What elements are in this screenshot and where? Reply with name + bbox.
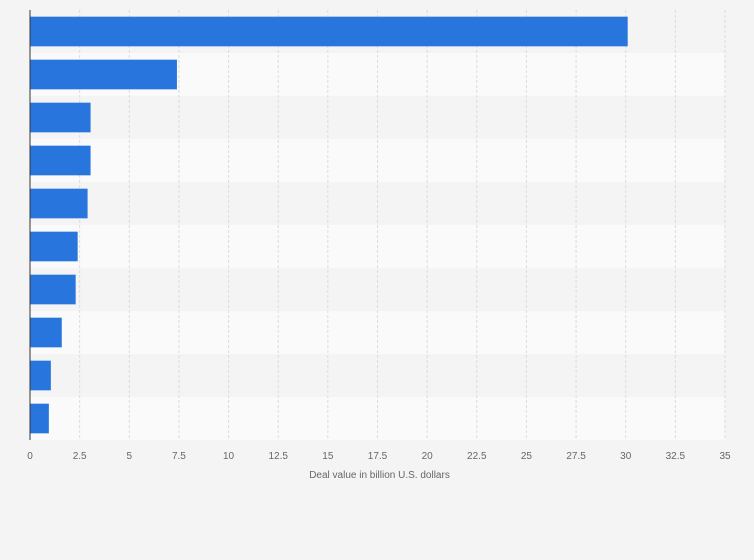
bar-1 <box>30 16 628 47</box>
x-tick-label: 5 <box>127 451 133 462</box>
x-tick-label: 22.5 <box>467 451 487 462</box>
x-tick-label: 32.5 <box>666 451 686 462</box>
bar-6 <box>30 231 78 262</box>
x-tick-label: 15 <box>322 451 334 462</box>
x-tick-label: 20 <box>422 451 434 462</box>
x-tick-label: 10 <box>223 451 235 462</box>
bar-2 <box>30 59 177 90</box>
bar-5 <box>30 188 88 219</box>
bar-10 <box>30 403 49 434</box>
bar-3 <box>30 102 91 133</box>
x-axis-ticks: 0 2.5 5 7.5 10 12.5 15 17.5 20 22.5 25 27.5 30 32.5 35 <box>27 451 731 462</box>
bars <box>30 16 628 434</box>
x-tick-label: 12.5 <box>268 451 288 462</box>
bar-8 <box>30 317 62 348</box>
row-band <box>30 182 725 225</box>
bar-9 <box>30 360 51 391</box>
x-axis-title: Deal value in billion U.S. dollars <box>309 470 450 481</box>
x-tick-label: 35 <box>719 451 731 462</box>
x-tick-label: 30 <box>620 451 632 462</box>
x-tick-label: 0 <box>27 451 33 462</box>
bar-7 <box>30 274 76 305</box>
row-band <box>30 268 725 311</box>
x-tick-label: 2.5 <box>73 451 87 462</box>
x-tick-label: 25 <box>521 451 533 462</box>
row-band <box>30 397 725 440</box>
x-tick-label: 17.5 <box>368 451 388 462</box>
bar-4 <box>30 145 91 176</box>
x-tick-label: 27.5 <box>566 451 586 462</box>
x-tick-label: 7.5 <box>172 451 186 462</box>
